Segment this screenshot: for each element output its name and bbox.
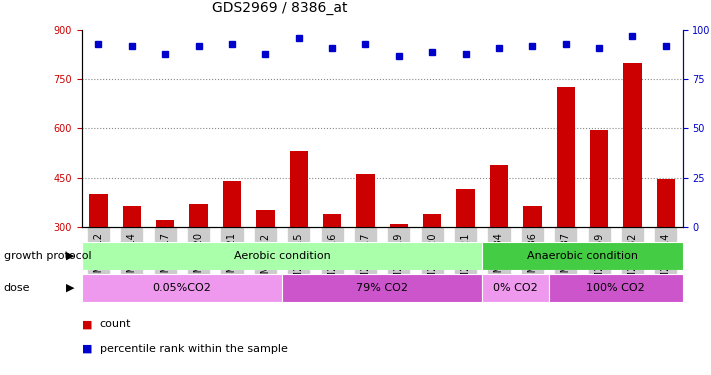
Bar [590, 130, 609, 227]
Text: Anaerobic condition: Anaerobic condition [527, 251, 638, 261]
Text: dose: dose [4, 283, 30, 293]
Text: ■: ■ [82, 344, 92, 354]
Bar [356, 174, 375, 227]
Bar [423, 214, 442, 227]
Text: 100% CO2: 100% CO2 [587, 283, 645, 293]
Bar [549, 274, 683, 302]
Bar [657, 179, 675, 227]
Text: ▶: ▶ [66, 283, 75, 293]
Bar [90, 194, 107, 227]
Bar [189, 204, 208, 227]
Text: ■: ■ [82, 320, 92, 329]
Bar [289, 152, 308, 227]
Text: 0.05%CO2: 0.05%CO2 [152, 283, 211, 293]
Bar [482, 242, 683, 270]
Text: count: count [100, 320, 131, 329]
Text: growth protocol: growth protocol [4, 251, 91, 261]
Bar [323, 214, 341, 227]
Text: 0% CO2: 0% CO2 [493, 283, 538, 293]
Text: GDS2969 / 8386_at: GDS2969 / 8386_at [213, 1, 348, 15]
Bar [456, 189, 475, 227]
Bar [282, 274, 482, 302]
Bar [482, 274, 549, 302]
Bar [256, 210, 274, 227]
Bar [523, 206, 542, 227]
Bar [82, 242, 482, 270]
Bar [624, 63, 641, 227]
Bar [390, 224, 408, 227]
Bar [156, 220, 174, 227]
Text: 79% CO2: 79% CO2 [356, 283, 408, 293]
Bar [490, 165, 508, 227]
Bar [82, 274, 282, 302]
Text: Aerobic condition: Aerobic condition [234, 251, 331, 261]
Bar [557, 87, 575, 227]
Text: ▶: ▶ [66, 251, 75, 261]
Bar [123, 206, 141, 227]
Text: percentile rank within the sample: percentile rank within the sample [100, 344, 287, 354]
Bar [223, 181, 241, 227]
